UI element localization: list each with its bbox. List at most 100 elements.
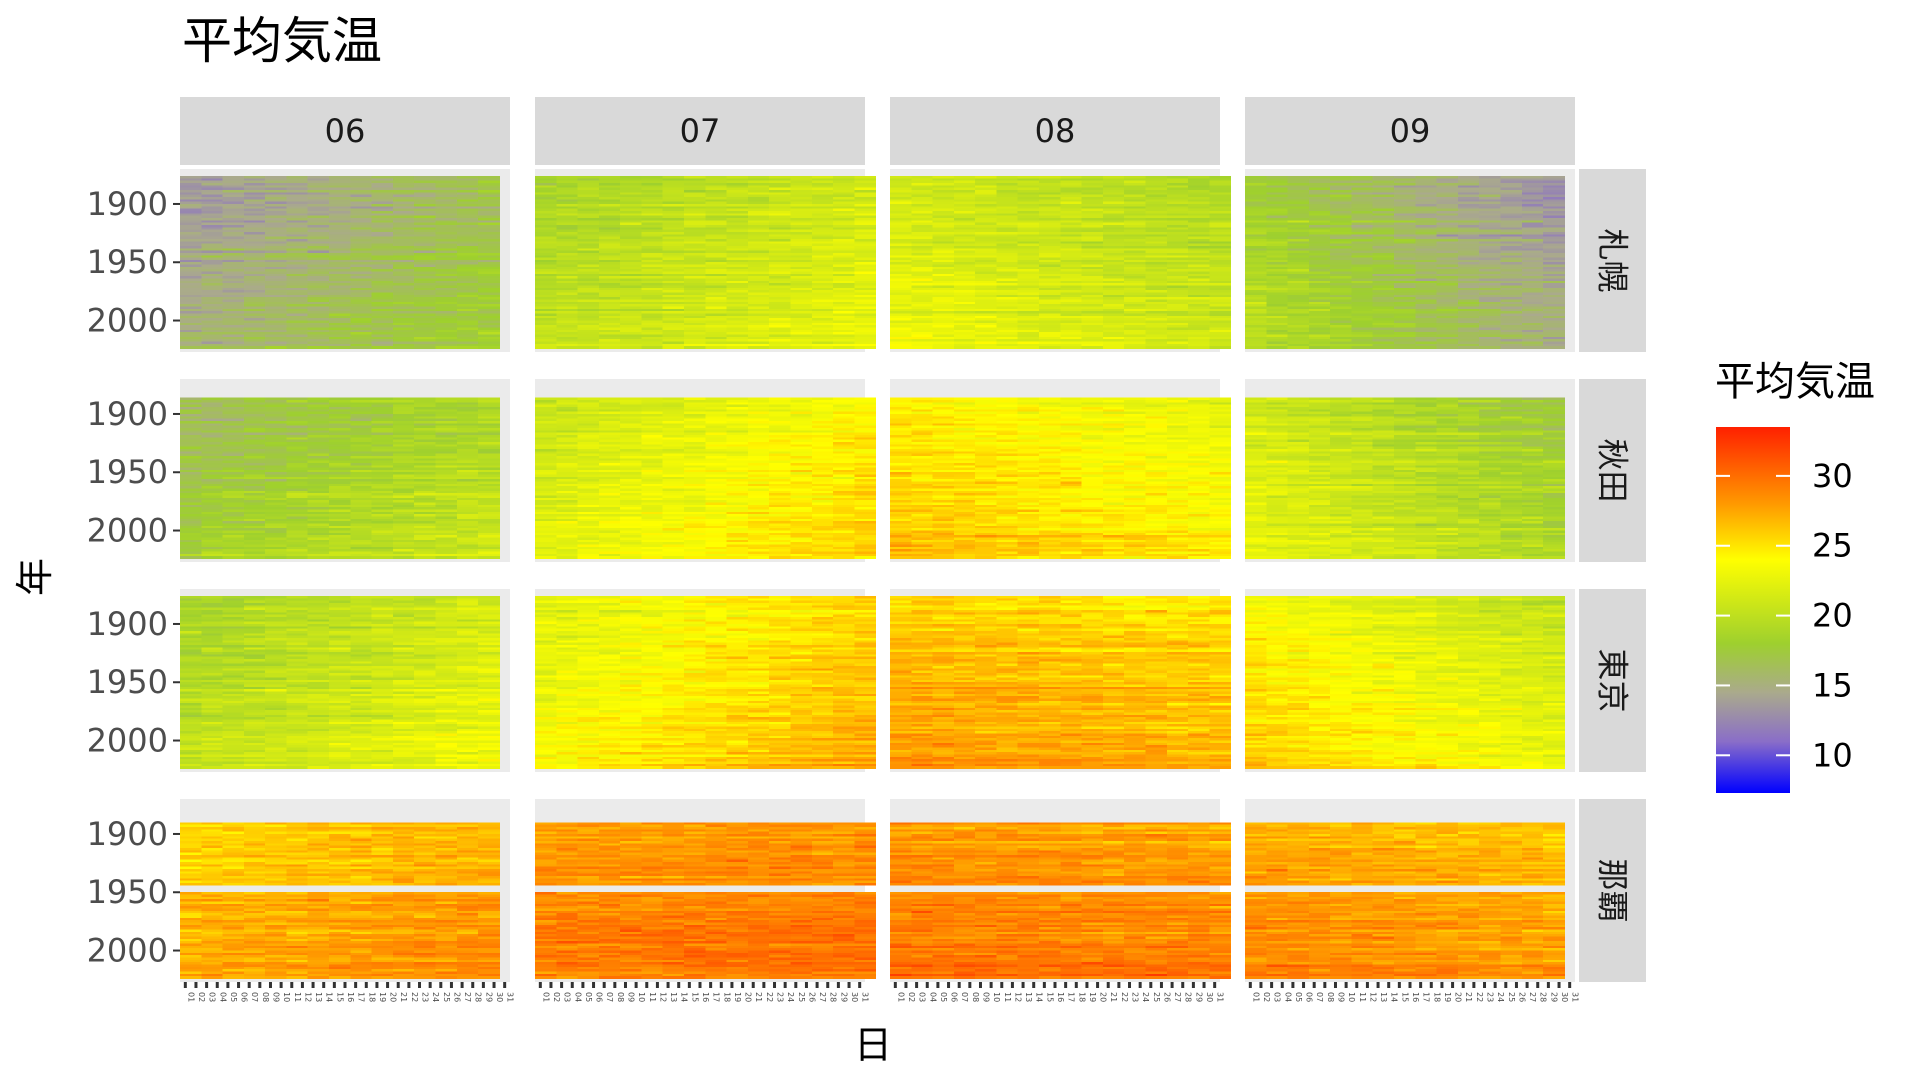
heatmap-cell [684,341,706,345]
heatmap-cell [1543,287,1565,291]
heatmap-cell [307,290,330,293]
heatmap-cell [456,346,479,349]
heatmap-cell [1081,273,1104,277]
heatmap-cell [435,299,458,303]
heatmap-cell [996,257,1019,261]
heatmap-cell [456,308,479,312]
heatmap-cell [662,236,685,240]
heatmap-cell [1124,329,1146,333]
heatmap-cell [329,245,351,249]
heatmap-cell [932,255,955,258]
heatmap-cell [975,192,997,195]
heatmap-cell [620,276,642,279]
heatmap-cell [932,346,955,349]
heatmap-cell [414,276,436,279]
heatmap-cell [243,404,266,408]
heatmap-cell [1081,257,1104,261]
heatmap-cell [1145,183,1168,186]
heatmap-cell [577,206,600,209]
heatmap-cell [414,224,436,228]
heatmap-cell [1457,190,1480,193]
heatmap-cell [1145,250,1168,254]
heatmap-cell [1479,315,1501,319]
heatmap-cell [1102,299,1125,303]
heatmap-cell [435,313,458,317]
heatmap-cell [1017,197,1040,200]
heatmap-cell [201,227,223,230]
heatmap-cell [1351,264,1374,268]
heatmap-cell [1081,283,1104,286]
heatmap-cell [414,421,436,424]
heatmap-cell [598,187,621,191]
row-strip-那覇 [1579,799,1646,982]
heatmap-cell [932,306,955,310]
heatmap-cell [286,229,309,233]
heatmap-cell [811,269,834,272]
heatmap-cell [371,315,394,319]
heatmap-cell [790,341,813,345]
heatmap-cell [811,199,834,202]
heatmap-cell [556,222,578,226]
heatmap-cell [1102,213,1125,216]
heatmap-cell [620,346,642,349]
heatmap-cell [1372,231,1395,235]
heatmap-cell [1188,204,1210,207]
heatmap-cell [911,250,933,254]
heatmap-cell [975,215,997,219]
heatmap-cell [996,229,1019,233]
heatmap-cell [243,334,266,338]
heatmap-cell [1145,262,1168,265]
heatmap-cell [1394,334,1416,338]
heatmap-cell [953,185,976,188]
heatmap-cell [953,346,976,349]
heatmap-cell [456,241,479,244]
heatmap-cell [1266,252,1288,256]
heatmap-cell [1543,248,1565,251]
heatmap-cell [1060,336,1082,340]
heatmap-cell [1479,264,1501,268]
heatmap-cell [996,199,1019,202]
heatmap-cell [932,245,955,249]
heatmap-cell [1308,206,1331,209]
heatmap-cell [1060,334,1082,338]
heatmap-cell [769,297,791,300]
heatmap-cell [1039,301,1061,305]
heatmap-cell [392,227,415,230]
heatmap-cell [1543,255,1565,258]
heatmap-cell [456,178,479,181]
heatmap-cell [329,311,351,314]
heatmap-cell [1266,241,1288,244]
heatmap-cell [975,336,997,340]
heatmap-cell [996,285,1019,289]
panel-札幌-06 [180,169,510,352]
heatmap-cell [392,241,415,244]
heatmap-cell [180,199,202,202]
heatmap-cell [1372,183,1395,186]
heatmap-cell [329,322,351,326]
heatmap-cell [243,201,266,205]
heatmap-cell [1124,262,1146,265]
heatmap-cell [1308,243,1331,247]
heatmap-cell [953,276,976,279]
heatmap-cell [833,273,855,277]
heatmap-cell [371,262,394,265]
heatmap-cell [577,241,600,244]
heatmap-cell [1188,287,1210,291]
heatmap-cell [641,222,664,226]
heatmap-cell [577,346,600,349]
heatmap-cell [414,402,436,405]
heatmap-cell [1188,208,1210,212]
heatmap-cell [201,199,223,202]
heatmap-cell [286,308,309,312]
heatmap-cell [350,227,372,230]
heatmap-cell [932,243,955,247]
heatmap-cell [747,234,770,237]
heatmap-cell [1145,311,1168,314]
heatmap-cell [392,453,415,457]
heatmap-cell [243,236,266,240]
heatmap-cell [1039,285,1061,289]
heatmap-cell [371,292,394,296]
heatmap-cell [243,276,266,279]
heatmap-cell [371,437,394,440]
heatmap-cell [201,421,223,424]
